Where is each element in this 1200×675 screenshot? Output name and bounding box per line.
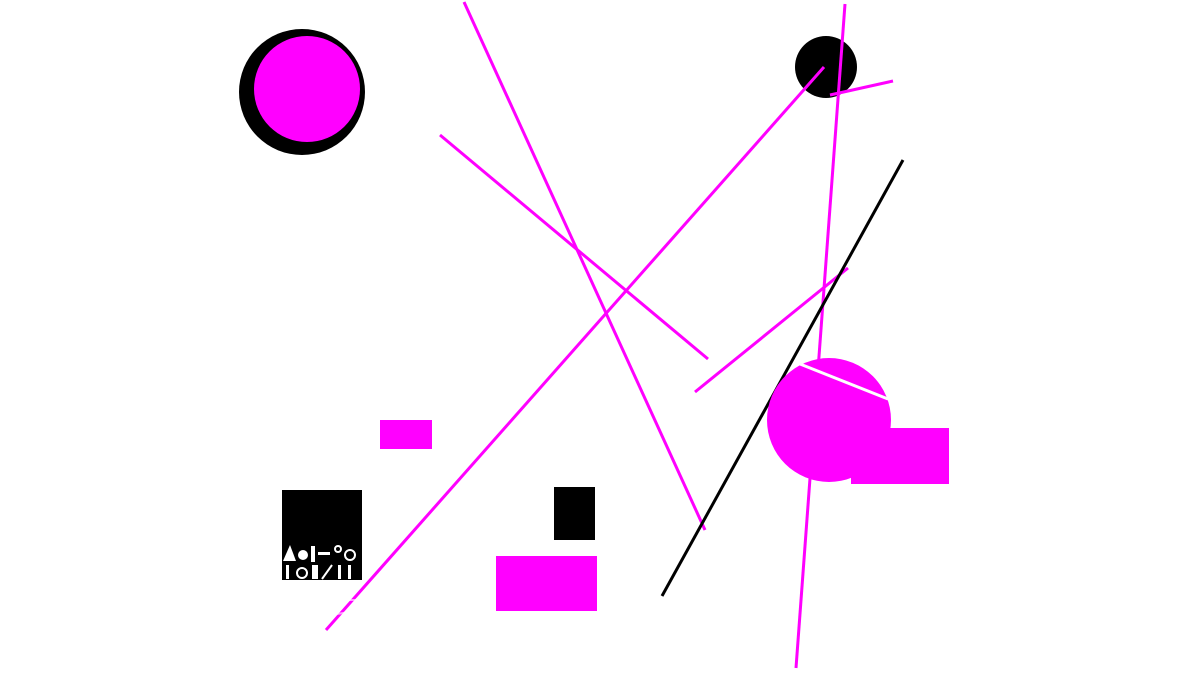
glyph-bar-5 — [338, 565, 341, 579]
magenta-circle-top-left — [254, 36, 360, 142]
glyph-bar-1 — [311, 546, 315, 562]
glyph-ring-small — [334, 545, 342, 553]
magenta-rect-bottom — [496, 556, 597, 611]
glyph-ring — [344, 549, 356, 561]
faint-mark-2 — [329, 611, 351, 616]
magenta-line-long-diagonal — [462, 1, 707, 531]
black-rect-tall — [554, 487, 595, 540]
magenta-line-left-diagonal — [439, 133, 709, 361]
glyph-slash — [321, 564, 333, 580]
glyph-clock — [296, 567, 308, 579]
glyph-block — [282, 490, 362, 580]
magenta-line-vertical — [794, 3, 847, 669]
magenta-line-mid — [694, 266, 849, 394]
magenta-rect-small — [380, 420, 432, 449]
white-line-on-circle — [799, 362, 889, 401]
faint-marks — [329, 599, 360, 616]
white-glyph-marks — [283, 545, 356, 580]
magenta-line-short-top — [829, 79, 894, 97]
black-line-diagonal — [660, 159, 905, 597]
magenta-rect-right — [851, 428, 949, 484]
glyph-bar-4 — [312, 565, 318, 579]
glyph-dot — [298, 550, 308, 560]
glyph-triangle — [283, 545, 296, 561]
magenta-line-sweep — [324, 66, 826, 631]
glyph-bar-2 — [318, 552, 330, 555]
glyph-bar-3 — [286, 565, 289, 579]
glyph-bar-6 — [348, 565, 351, 579]
